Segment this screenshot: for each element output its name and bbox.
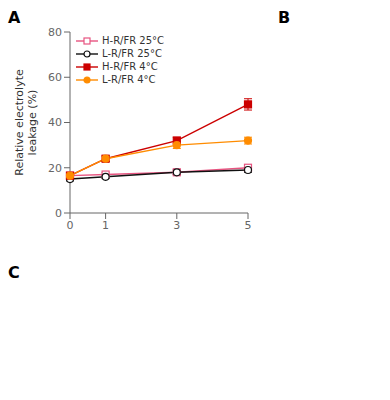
- html-text:H-R/FR 4°C: H-R/FR 4°C: [102, 61, 158, 72]
- html-text:H-R/FR 25°C: H-R/FR 25°C: [102, 35, 164, 46]
- html-text:L-R/FR 25°C: L-R/FR 25°C: [102, 48, 162, 59]
- svg-text:3: 3: [173, 219, 180, 232]
- svg-text:0: 0: [67, 219, 74, 232]
- html-text:A: A: [8, 8, 21, 27]
- svg-text:1: 1: [102, 219, 109, 232]
- html-text:B: B: [278, 8, 291, 27]
- svg-text:40: 40: [48, 116, 62, 129]
- html-text:L-R/FR 4°C: L-R/FR 4°C: [102, 74, 156, 85]
- svg-text:Relative electrolyteleakage (%: Relative electrolyteleakage (%): [13, 69, 39, 176]
- svg-text:0: 0: [55, 207, 62, 220]
- svg-text:80: 80: [48, 26, 62, 39]
- svg-text:20: 20: [48, 162, 62, 175]
- svg-text:60: 60: [48, 71, 62, 84]
- html-text:C: C: [8, 263, 20, 282]
- svg-text:5: 5: [245, 219, 252, 232]
